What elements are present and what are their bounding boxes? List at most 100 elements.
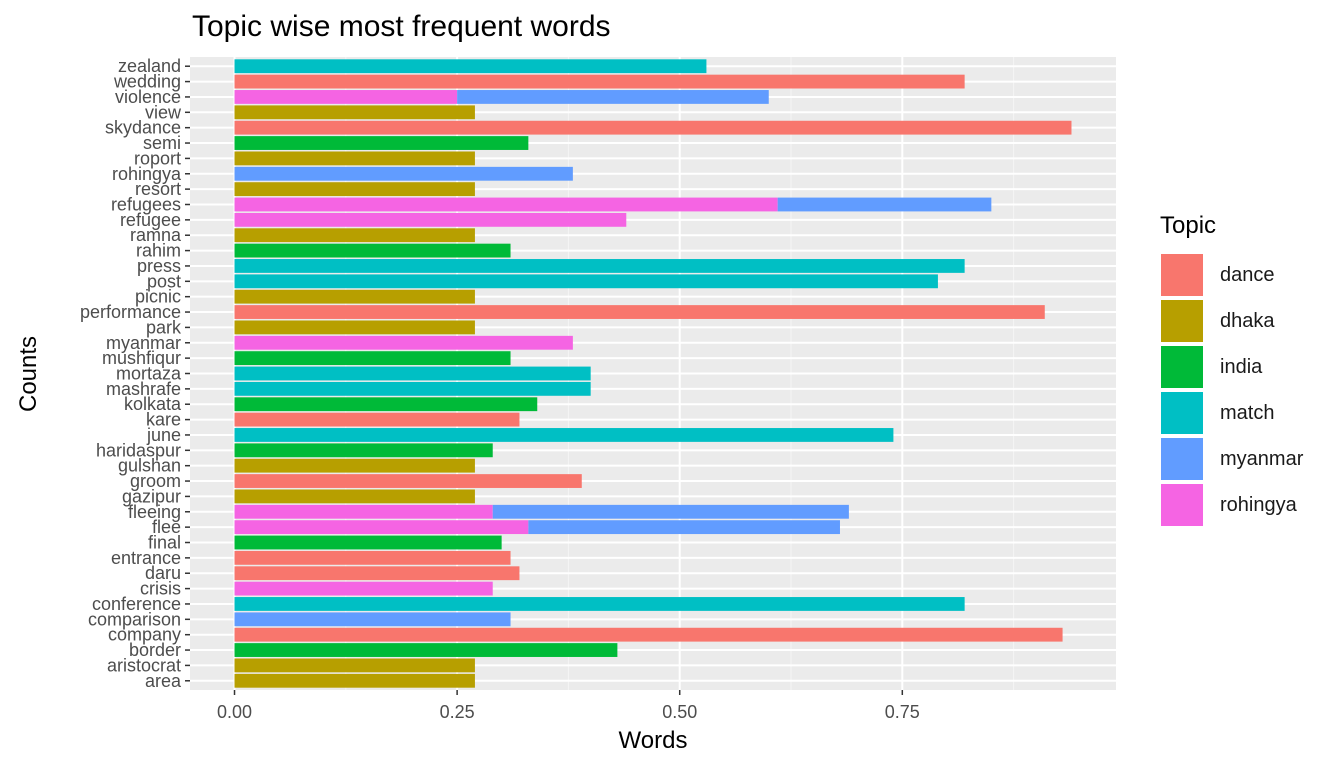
- bar-daru-dance: [234, 566, 520, 581]
- bar-semi-india: [234, 136, 529, 150]
- legend-key: [1160, 483, 1204, 527]
- bar-crisis-rohingya: [234, 581, 493, 596]
- bar-flee-rohingya: [234, 520, 529, 535]
- legend-label: dhaka: [1220, 309, 1275, 332]
- y-tick-label: comparison: [88, 609, 181, 629]
- y-tick-label: view: [145, 102, 182, 122]
- bar-mushfiqur-india: [234, 351, 511, 366]
- legend-items: dance dhaka india match myanmar rohingya: [1160, 252, 1303, 528]
- y-tick-label: semi: [143, 133, 181, 153]
- x-tick-label: 0.25: [440, 702, 475, 722]
- y-tick-label: fleeing: [128, 502, 181, 522]
- y-tick-label: zealand: [118, 56, 181, 76]
- legend-key: [1160, 437, 1204, 481]
- bar-kare-dance: [234, 412, 520, 427]
- y-tick-label: conference: [92, 594, 181, 614]
- legend-item-india: india: [1160, 344, 1303, 390]
- x-tick-label: 0.50: [662, 702, 697, 722]
- bar-comparison-myanmar: [234, 612, 511, 627]
- y-tick-label: mushfiqur: [102, 348, 181, 368]
- y-tick-label: refugees: [111, 194, 181, 214]
- y-tick-label: company: [108, 625, 181, 645]
- y-axis-title: Counts: [15, 336, 42, 412]
- legend-label: myanmar: [1220, 447, 1304, 470]
- y-tick-label: rahim: [136, 241, 181, 261]
- bar-june-match: [234, 428, 894, 442]
- y-tick-label: entrance: [111, 548, 181, 568]
- bar-fleeing-rohingya: [234, 504, 493, 519]
- legend-key: [1160, 299, 1204, 343]
- x-tick-label: 0.75: [885, 702, 920, 722]
- legend: Topic dance dhaka india match myanmar rohingy…: [1160, 212, 1303, 528]
- legend-item-dhaka: dhaka: [1160, 298, 1303, 344]
- x-tick-label: 0.00: [217, 702, 252, 722]
- y-tick-label: ramna: [130, 225, 182, 245]
- bar-entrance-dance: [234, 550, 511, 565]
- y-tick-label: picnic: [135, 287, 181, 307]
- legend-item-match: match: [1160, 390, 1303, 436]
- bar-myanmar-rohingya: [234, 335, 573, 350]
- bar-resort-dhaka: [234, 182, 475, 197]
- bar-aristocrat-dhaka: [234, 658, 475, 673]
- bar-gulshan-dhaka: [234, 458, 475, 473]
- y-tick-label: rohingya: [112, 164, 182, 184]
- bar-rohingya-myanmar: [234, 166, 573, 181]
- bar-roport-dhaka: [234, 151, 475, 166]
- bar-fleeing-myanmar: [492, 504, 849, 519]
- bar-wedding-dance: [234, 74, 965, 89]
- legend-swatch: [1161, 254, 1203, 296]
- bar-violence-myanmar: [457, 90, 769, 104]
- legend-label: dance: [1220, 263, 1275, 286]
- bar-view-dhaka: [234, 105, 475, 120]
- y-tick-label: park: [146, 317, 182, 337]
- y-tick-label: kare: [146, 410, 181, 430]
- bar-refugee-rohingya: [234, 212, 627, 227]
- y-tick-label: crisis: [140, 579, 181, 599]
- bar-park-dhaka: [234, 320, 475, 335]
- bar-area-dhaka: [234, 673, 475, 688]
- bar-haridaspur-india: [234, 443, 493, 458]
- y-tick-label: gazipur: [122, 486, 181, 506]
- bar-picnic-dhaka: [234, 289, 475, 304]
- bar-company-dance: [234, 627, 1063, 642]
- bar-refugees-rohingya: [234, 197, 778, 212]
- bar-final-india: [234, 535, 502, 550]
- y-tick-label: post: [147, 271, 181, 291]
- chart-title: Topic wise most frequent words: [192, 10, 611, 43]
- y-tick-label: wedding: [113, 72, 181, 92]
- legend-key: [1160, 345, 1204, 389]
- legend-label: rohingya: [1220, 493, 1297, 516]
- y-tick-label: border: [129, 640, 181, 660]
- legend-item-myanmar: myanmar: [1160, 436, 1303, 482]
- legend-item-dance: dance: [1160, 252, 1303, 298]
- y-tick-label: final: [148, 533, 181, 553]
- y-axis: areaaristocratbordercompanycomparisoncon…: [80, 56, 190, 691]
- y-tick-label: skydance: [105, 118, 181, 138]
- bar-gazipur-dhaka: [234, 489, 475, 504]
- y-tick-label: mashrafe: [106, 379, 181, 399]
- y-tick-label: roport: [134, 148, 181, 168]
- y-tick-label: flee: [152, 517, 181, 537]
- x-axis: 0.00 0.25 0.50 0.75: [217, 690, 920, 722]
- bar-post-match: [234, 274, 938, 289]
- legend-swatch: [1161, 346, 1203, 388]
- y-tick-label: aristocrat: [107, 655, 181, 675]
- legend-swatch: [1161, 392, 1203, 434]
- legend-swatch: [1161, 438, 1203, 480]
- y-tick-label: performance: [80, 302, 181, 322]
- legend-key: [1160, 253, 1204, 297]
- y-tick-label: press: [137, 256, 181, 276]
- bar-violence-rohingya: [234, 90, 458, 104]
- y-tick-label: kolkata: [124, 394, 182, 414]
- bars: [234, 59, 1072, 688]
- y-tick-label: mortaza: [116, 364, 182, 384]
- y-tick-label: groom: [130, 471, 181, 491]
- legend-key: [1160, 391, 1204, 435]
- bar-groom-dance: [234, 474, 582, 488]
- y-tick-label: area: [145, 671, 182, 691]
- bar-zealand-match: [234, 59, 707, 74]
- legend-label: match: [1220, 401, 1275, 424]
- y-tick-label: june: [146, 425, 181, 445]
- bar-kolkata-india: [234, 397, 538, 412]
